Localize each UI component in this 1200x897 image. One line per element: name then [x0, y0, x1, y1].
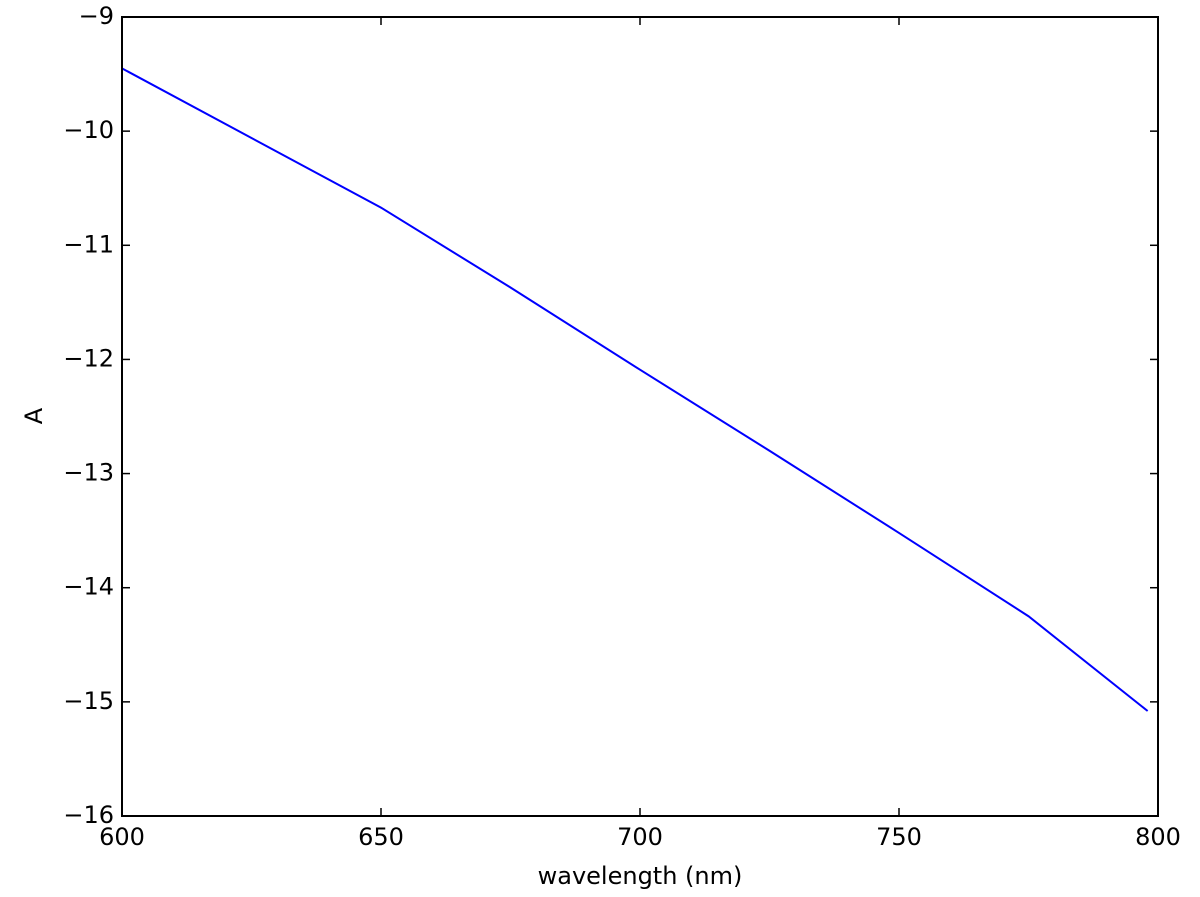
- x-tick-label: 650: [358, 823, 404, 851]
- x-tick-label: 600: [99, 823, 145, 851]
- x-tick-label: 700: [617, 823, 663, 851]
- x-tick-label: 800: [1135, 823, 1181, 851]
- y-tick-label: −16: [63, 801, 114, 829]
- y-tick-label: −10: [63, 116, 114, 144]
- y-tick-label: −9: [79, 2, 114, 30]
- plot-frame: [121, 16, 1159, 817]
- y-tick-label: −12: [63, 344, 114, 372]
- data-line: [121, 67, 1149, 712]
- y-tick-label: −14: [63, 573, 114, 601]
- y-tick-label: −15: [63, 687, 114, 715]
- y-tick-label: −13: [63, 459, 114, 487]
- x-tick-label: 750: [876, 823, 922, 851]
- y-axis-label: A: [20, 407, 48, 424]
- x-axis-label: wavelength (nm): [538, 862, 743, 890]
- y-tick-label: −11: [63, 230, 114, 258]
